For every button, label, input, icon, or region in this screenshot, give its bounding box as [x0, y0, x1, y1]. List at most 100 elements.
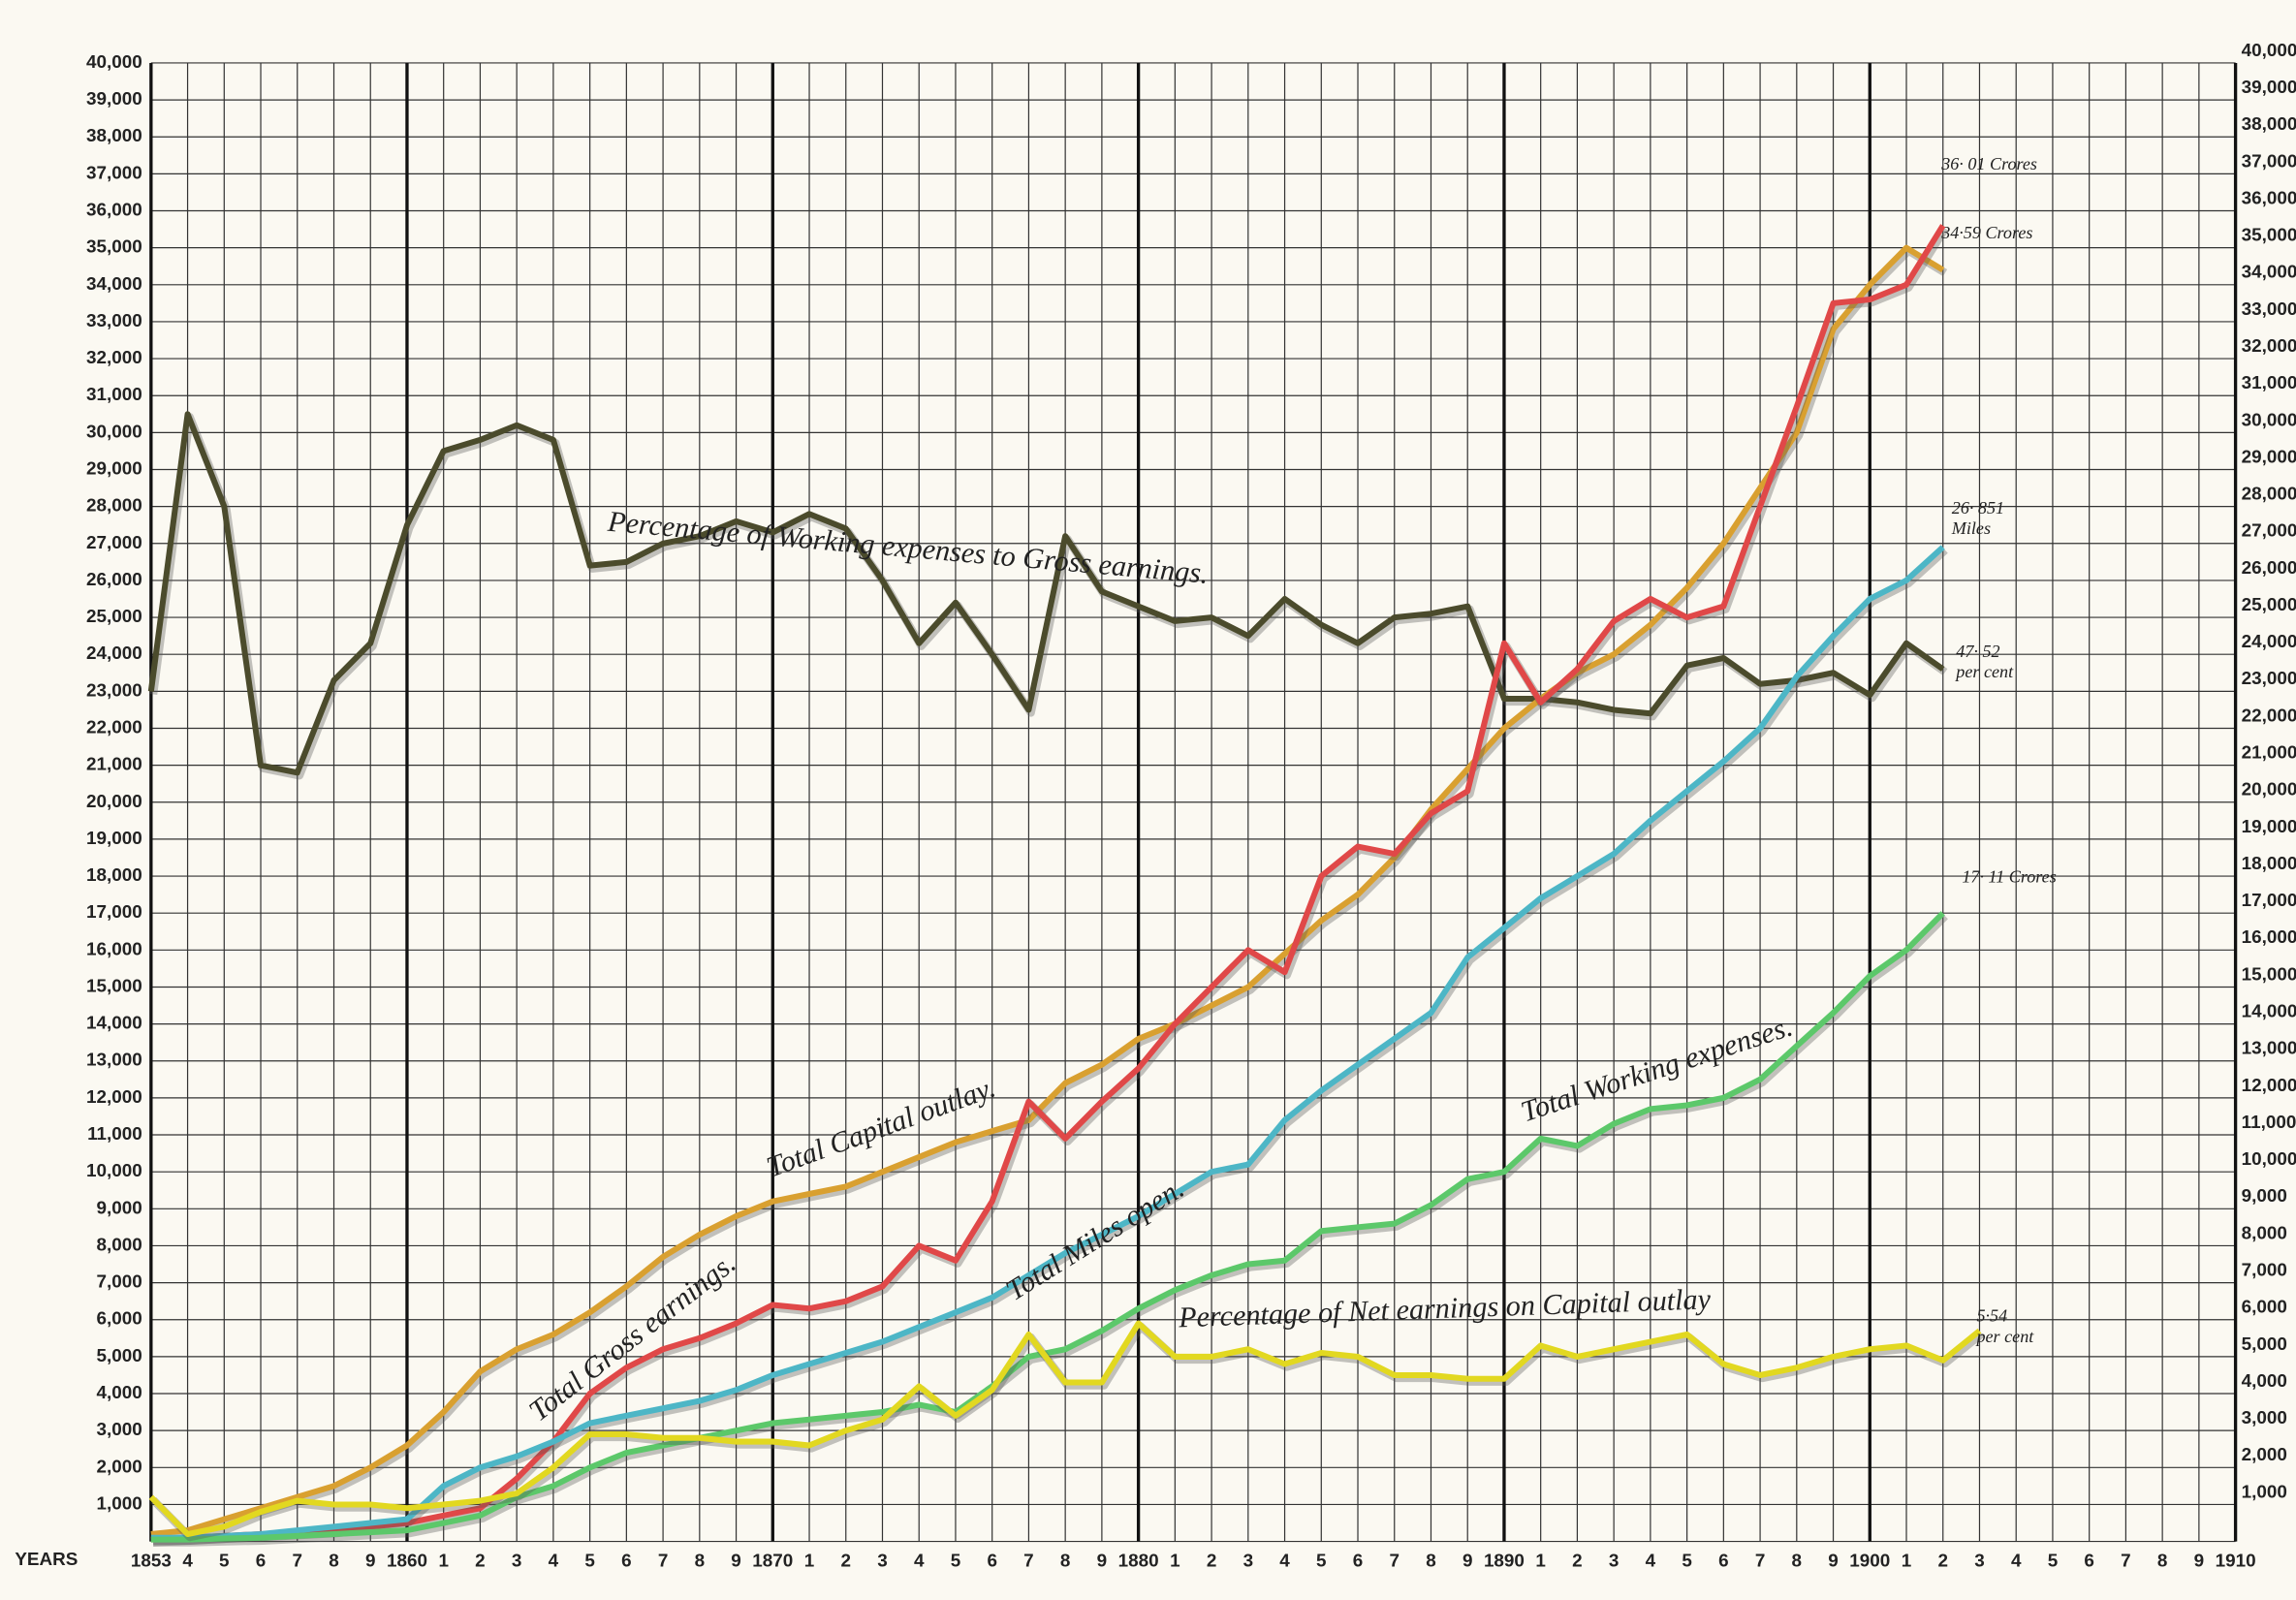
y-tick-label: 6,000	[97, 1309, 142, 1330]
y-tick-label: 20,000	[86, 792, 142, 812]
y2-tick-label: 17,000	[2242, 891, 2296, 911]
x-tick-label: 6	[987, 1552, 997, 1572]
x-tick-label: 3	[877, 1552, 888, 1572]
y2-tick-label: 26,000	[2242, 558, 2296, 579]
y2-tick-label: 19,000	[2242, 817, 2296, 837]
x-tick-label: 4	[2011, 1552, 2022, 1572]
y-tick-label: 40,000	[86, 52, 142, 73]
y-tick-label: 34,000	[86, 274, 142, 295]
y-tick-label: 1,000	[97, 1493, 142, 1514]
y-tick-label: 33,000	[86, 311, 142, 331]
y-tick-label: 36,000	[86, 200, 142, 220]
y-tick-label: 12,000	[86, 1087, 142, 1108]
x-tick-label: 9	[1097, 1552, 1108, 1572]
y2-tick-label: 23,000	[2242, 669, 2296, 689]
y2-tick-label: 22,000	[2242, 706, 2296, 726]
x-tick-label: 1900	[1849, 1552, 1890, 1572]
x-tick-label: 6	[1353, 1552, 1364, 1572]
y2-tick-label: 38,000	[2242, 114, 2296, 135]
y-tick-label: 38,000	[86, 126, 142, 146]
series-line	[150, 224, 1946, 1543]
x-tick-label: 7	[293, 1552, 303, 1572]
y-tick-label: 22,000	[86, 717, 142, 737]
x-tick-label: 9	[1463, 1552, 1473, 1572]
x-tick-label: 4	[549, 1552, 559, 1572]
end-label: 47· 52	[1956, 642, 1999, 661]
y2-tick-label: 31,000	[2242, 373, 2296, 393]
end-label: 34·59 Crores	[1940, 223, 2032, 242]
series-line-shadow	[153, 547, 1948, 1545]
x-tick-label: 3	[1609, 1552, 1620, 1572]
y-tick-label: 17,000	[86, 902, 142, 923]
end-label: per cent	[1974, 1327, 2034, 1346]
x-tick-label: 1	[1902, 1552, 1912, 1572]
x-tick-label: 3	[1974, 1552, 1985, 1572]
end-label: 17· 11 Crores	[1962, 866, 2056, 886]
x-tick-label: 2	[1937, 1552, 1948, 1572]
x-tick-label: 6	[256, 1552, 267, 1572]
y-tick-label: 21,000	[86, 755, 142, 775]
x-tick-label: 7	[658, 1552, 669, 1572]
y2-tick-label: 39,000	[2242, 78, 2296, 98]
x-tick-label: 2	[475, 1552, 485, 1572]
x-tick-label: 8	[329, 1552, 339, 1572]
y2-tick-label: 10,000	[2242, 1149, 2296, 1170]
x-tick-label: 8	[1060, 1552, 1070, 1572]
y2-tick-label: 2,000	[2242, 1445, 2287, 1465]
y-tick-label: 7,000	[97, 1272, 142, 1293]
y-tick-label: 32,000	[86, 348, 142, 368]
series-line	[148, 1320, 1982, 1538]
y-tick-label: 5,000	[97, 1346, 142, 1366]
x-tick-label: 1	[1170, 1552, 1179, 1572]
x-tick-label: 5	[219, 1552, 230, 1572]
x-tick-label: 4	[914, 1552, 925, 1572]
x-tick-label: 1880	[1118, 1552, 1159, 1572]
y-tick-label: 25,000	[86, 607, 142, 627]
x-tick-label: 7	[1390, 1552, 1400, 1572]
y-tick-label: 29,000	[86, 458, 142, 479]
y2-tick-label: 11,000	[2242, 1113, 2296, 1133]
series-line	[150, 244, 1945, 1538]
y2-tick-label: 13,000	[2242, 1039, 2296, 1059]
y-tick-label: 39,000	[86, 89, 142, 110]
y2-tick-label: 14,000	[2242, 1002, 2296, 1022]
x-tick-label: 7	[1023, 1552, 1034, 1572]
y2-tick-label: 3,000	[2242, 1408, 2287, 1428]
x-tick-label: 3	[512, 1552, 521, 1572]
y-tick-label: 2,000	[97, 1457, 142, 1477]
series-line	[150, 911, 1945, 1543]
x-tick-label: 9	[365, 1552, 376, 1572]
x-tick-label: 6	[621, 1552, 632, 1572]
y-tick-label: 8,000	[97, 1235, 142, 1255]
x-tick-label: 3	[1243, 1552, 1254, 1572]
x-tick-label: 4	[182, 1552, 193, 1572]
end-label: per cent	[1954, 662, 2014, 681]
x-tick-label: 8	[1792, 1552, 1803, 1572]
x-tick-label: 8	[2157, 1552, 2168, 1572]
x-tick-label: 1890	[1484, 1552, 1525, 1572]
x-tick-label: 2	[1572, 1552, 1583, 1572]
y2-tick-label: 15,000	[2242, 964, 2296, 985]
x-tick-label: 7	[2121, 1552, 2131, 1572]
end-label: 26· 851	[1952, 498, 2004, 518]
x-tick-label: 9	[2194, 1552, 2205, 1572]
x-tick-label: 9	[731, 1552, 741, 1572]
y-tick-label: 9,000	[97, 1198, 142, 1218]
x-tick-label: 5	[584, 1552, 595, 1572]
x-tick-label: 1870	[752, 1552, 793, 1572]
y2-tick-label: 37,000	[2242, 151, 2296, 172]
y-tick-label: 4,000	[97, 1383, 142, 1403]
y2-tick-label: 27,000	[2242, 521, 2296, 542]
y-tick-label: 28,000	[86, 496, 142, 517]
series-line-shadow	[153, 913, 1948, 1547]
x-tick-label: 8	[1426, 1552, 1436, 1572]
y2-tick-label: 7,000	[2242, 1260, 2287, 1280]
x-tick-label: 5	[1682, 1552, 1692, 1572]
y2-tick-label: 28,000	[2242, 485, 2296, 505]
y-tick-label: 30,000	[86, 422, 142, 442]
end-label: Miles	[1951, 518, 1991, 538]
x-tick-label: 5	[1316, 1552, 1327, 1572]
y2-tick-label: 32,000	[2242, 336, 2296, 357]
x-tick-label: 1860	[387, 1552, 427, 1572]
